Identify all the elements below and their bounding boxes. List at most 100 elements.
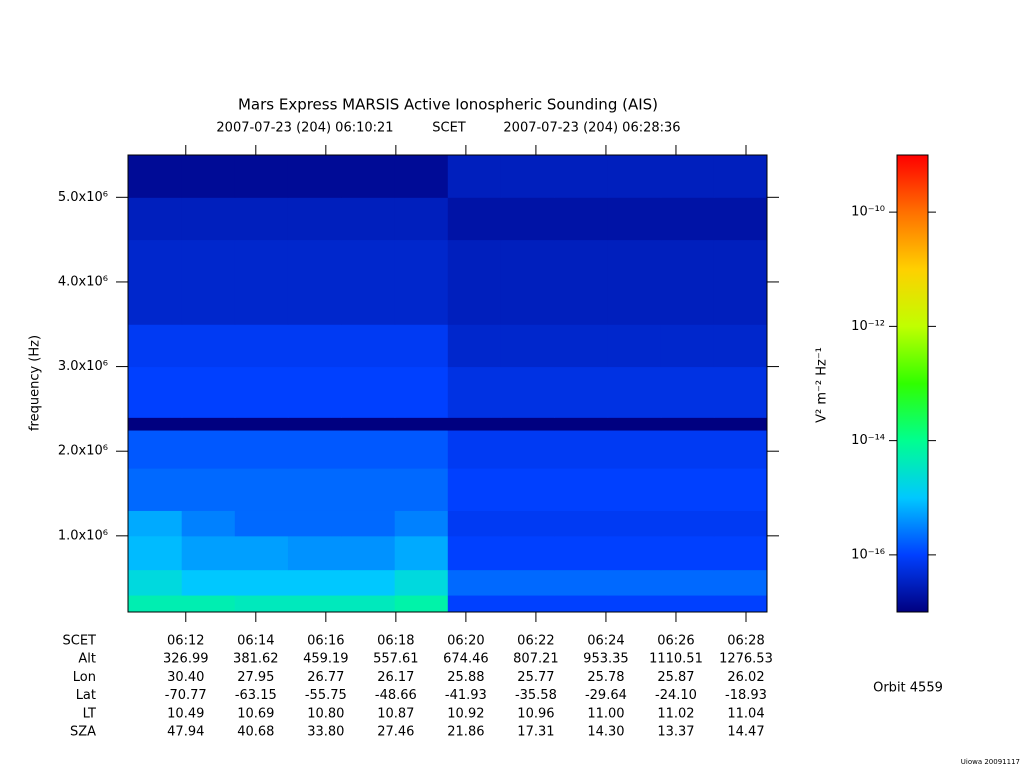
heatmap-cell (341, 366, 396, 418)
table-cell: -63.15 (235, 688, 277, 703)
table-cell: 27.46 (377, 725, 414, 740)
heatmap-cell (713, 595, 768, 613)
heatmap-cell (447, 155, 502, 198)
heatmap-cell (394, 569, 449, 596)
x-tick-label: 06:14 (237, 634, 274, 649)
heatmap-cell (554, 366, 609, 418)
heatmap-cell (607, 417, 662, 431)
heatmap-cell (447, 239, 502, 325)
heatmap-cell (660, 417, 715, 431)
heatmap-cell (234, 324, 289, 368)
table-cell: 326.99 (163, 652, 209, 667)
heatmap-cell (607, 324, 662, 368)
heatmap-cell (713, 197, 768, 241)
row-label: Lat (76, 688, 96, 703)
heatmap-cell (287, 430, 342, 469)
heatmap-cell (500, 510, 555, 537)
heatmap-cell (128, 510, 183, 537)
table-cell: 21.86 (447, 725, 484, 740)
heatmap-cell (341, 324, 396, 368)
heatmap-cell (128, 197, 183, 241)
colorbar (896, 154, 929, 613)
heatmap-cell (128, 595, 183, 613)
heatmap-cell (713, 324, 768, 368)
heatmap-cell (128, 468, 183, 511)
table-cell: -48.66 (375, 688, 417, 703)
heatmap-cell (660, 324, 715, 368)
colorbar-label: V² m⁻² Hz⁻¹ (815, 347, 830, 423)
row-label: SZA (70, 725, 96, 740)
y-tick-label: 1.0x10⁶ (58, 528, 108, 543)
table-cell: 11.02 (657, 706, 694, 721)
heatmap-cell (447, 430, 502, 469)
heatmap-cell (447, 417, 502, 431)
table-cell: 953.35 (583, 652, 629, 667)
heatmap-cell (234, 197, 289, 241)
table-cell: 10.69 (237, 706, 274, 721)
heatmap-cell (713, 468, 768, 511)
x-tick-label: 06:24 (587, 634, 624, 649)
heatmap-cell (607, 366, 662, 418)
table-cell: 30.40 (167, 670, 204, 685)
heatmap-cell (713, 430, 768, 469)
heatmap-cell (660, 535, 715, 571)
heatmap-cell (287, 595, 342, 613)
heatmap-cell (128, 535, 183, 571)
heatmap-cell (128, 569, 183, 596)
heatmap-cell (500, 366, 555, 418)
table-cell: 10.80 (307, 706, 344, 721)
table-cell: 674.46 (443, 652, 489, 667)
table-cell: 13.37 (657, 725, 694, 740)
heatmap-cell (128, 430, 183, 469)
chart-title: Mars Express MARSIS Active Ionospheric S… (238, 96, 658, 114)
heatmap-cell (181, 510, 236, 537)
plot-frame (127, 154, 768, 613)
table-cell: 11.00 (587, 706, 624, 721)
x-tick-label: 06:12 (167, 634, 204, 649)
heatmap-cell (234, 595, 289, 613)
table-cell: 26.17 (377, 670, 414, 685)
table-cell: 459.19 (303, 652, 349, 667)
table-cell: 47.94 (167, 725, 204, 740)
heatmap-cell (341, 468, 396, 511)
table-cell: -24.10 (655, 688, 697, 703)
heatmap-cell (660, 155, 715, 198)
heatmap-cell (554, 430, 609, 469)
heatmap-cell (234, 417, 289, 431)
table-cell: 25.78 (587, 670, 624, 685)
heatmap-cell (500, 595, 555, 613)
x-tick-label: 06:28 (727, 634, 764, 649)
heatmap-cell (554, 535, 609, 571)
heatmap-cell (181, 468, 236, 511)
y-tick-label: 2.0x10⁶ (58, 444, 108, 459)
heatmap-cell (447, 324, 502, 368)
heatmap-cell (660, 510, 715, 537)
row-label: LT (83, 706, 96, 721)
heatmap-cell (500, 535, 555, 571)
table-cell: -70.77 (165, 688, 207, 703)
heatmap-cell (607, 569, 662, 596)
heatmap-cell (394, 324, 449, 368)
heatmap-cell (181, 324, 236, 368)
heatmap-cell (234, 535, 289, 571)
table-cell: 17.31 (517, 725, 554, 740)
credit: Uiowa 20091117 (961, 758, 1020, 766)
heatmap-cell (607, 430, 662, 469)
table-cell: 557.61 (373, 652, 419, 667)
heatmap-cell (660, 197, 715, 241)
heatmap-cell (394, 197, 449, 241)
heatmap-cell (287, 569, 342, 596)
colorbar-tick-label: 10⁻¹⁴ (851, 433, 885, 448)
heatmap-cell (181, 239, 236, 325)
heatmap-cell (554, 155, 609, 198)
heatmap-cell (713, 569, 768, 596)
y-tick-label: 4.0x10⁶ (58, 274, 108, 289)
heatmap-cell (287, 417, 342, 431)
heatmap-cell (287, 468, 342, 511)
heatmap-cell (287, 197, 342, 241)
heatmap-cell (554, 324, 609, 368)
heatmap-cell (394, 510, 449, 537)
table-cell: 14.30 (587, 725, 624, 740)
row-label: Alt (78, 652, 96, 667)
heatmap-cell (181, 535, 236, 571)
